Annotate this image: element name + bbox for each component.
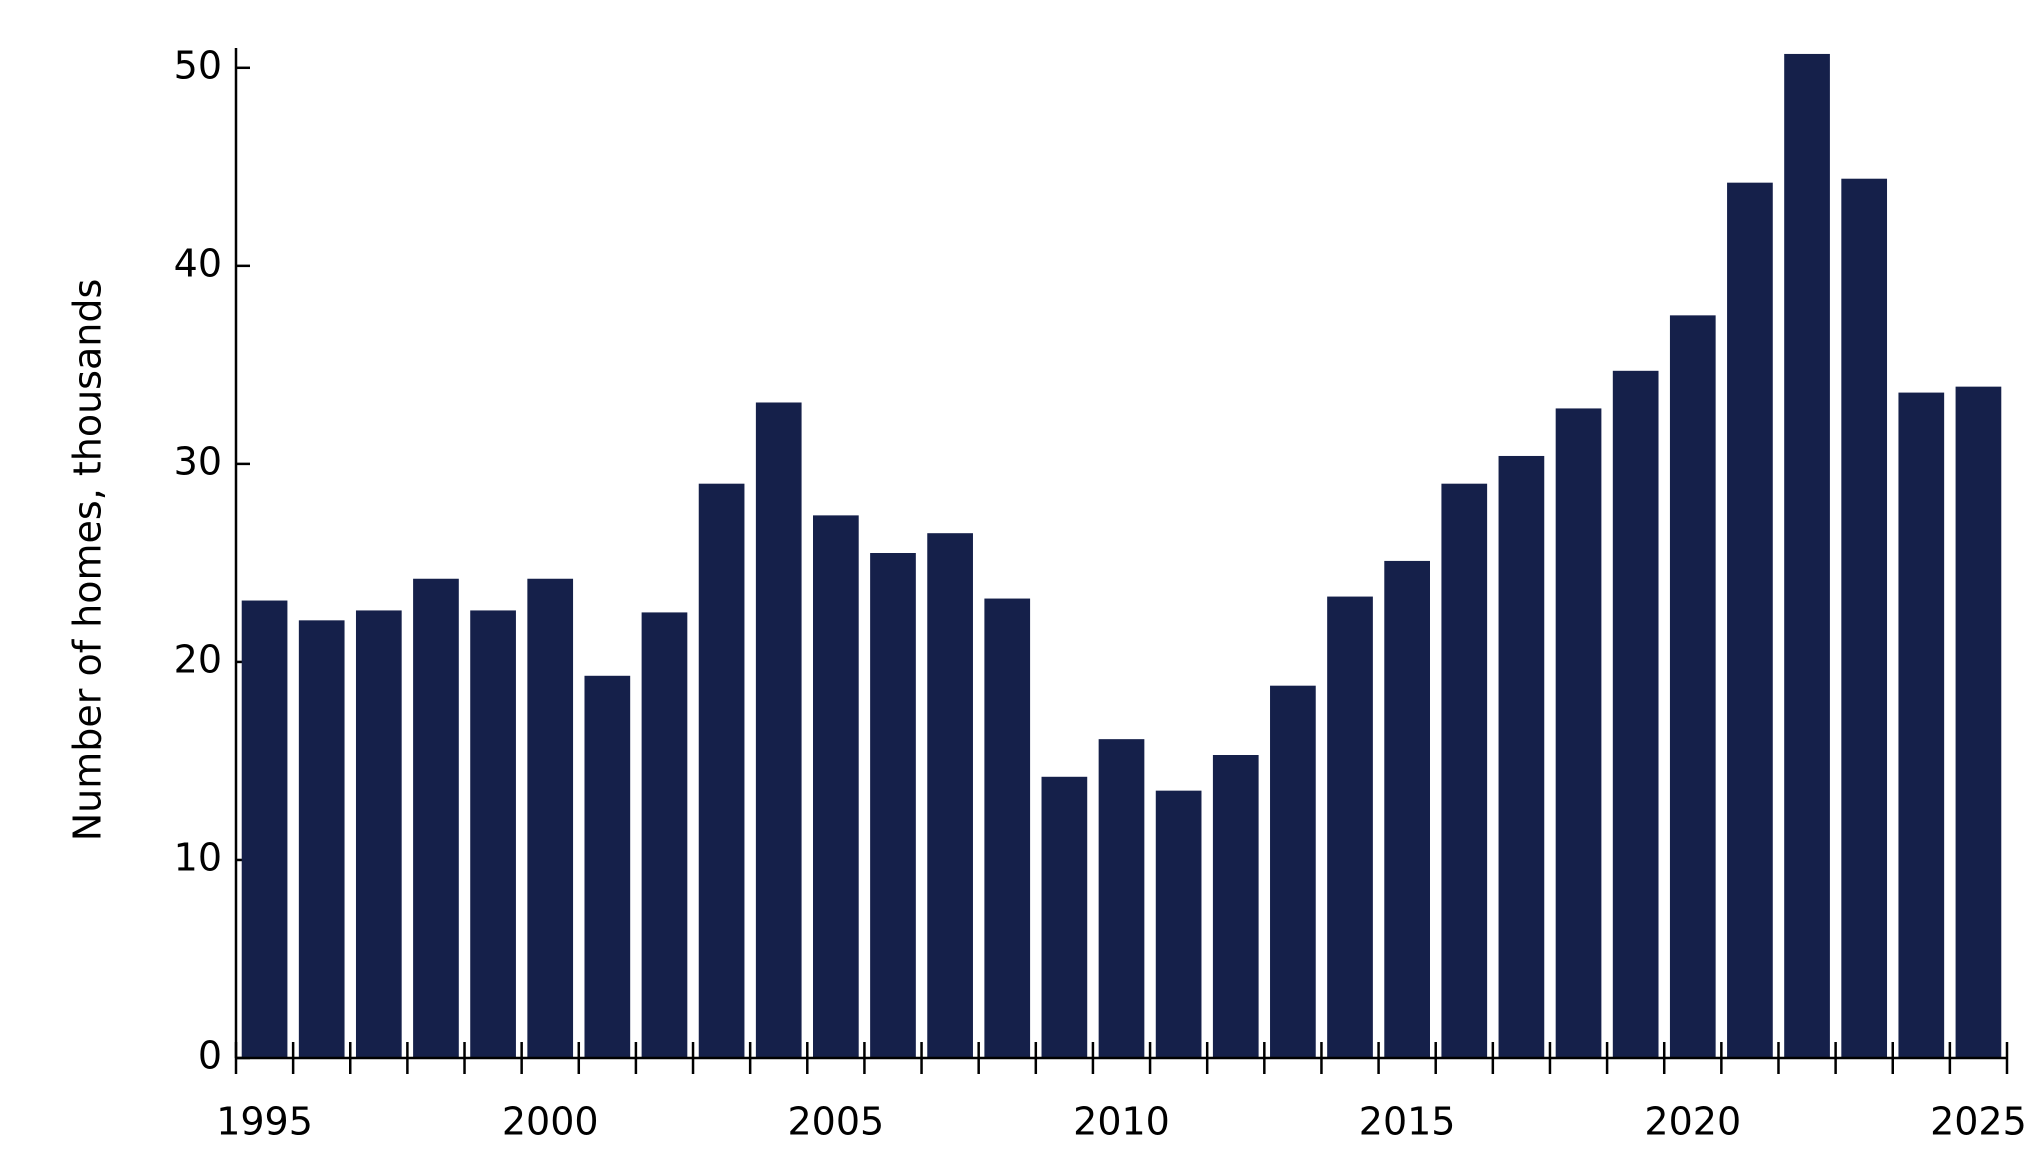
x-tick-label: 2005 [787, 1100, 884, 1144]
bar [298, 620, 345, 1058]
bar [1555, 408, 1602, 1058]
x-tick-label: 2015 [1359, 1100, 1456, 1144]
bar [755, 402, 802, 1058]
bar [241, 600, 288, 1058]
bar [1784, 53, 1830, 1059]
y-tick-label: 10 [174, 835, 222, 879]
bar [1327, 596, 1373, 1058]
bar [927, 533, 973, 1058]
y-tick-label: 50 [174, 43, 222, 87]
bar [870, 553, 916, 1058]
x-tick-label: 2025 [1930, 1100, 2027, 1144]
x-tick-label: 1995 [216, 1100, 313, 1144]
bar [1441, 483, 1488, 1058]
bar [984, 598, 1031, 1058]
y-tick-label: 30 [174, 439, 222, 483]
bar [1669, 315, 1716, 1059]
bar [1098, 739, 1145, 1058]
bar [1898, 392, 1945, 1058]
y-tick-label: 40 [174, 241, 222, 285]
bar [1498, 455, 1545, 1058]
bar [470, 610, 516, 1058]
x-tick-label: 2020 [1644, 1100, 1741, 1144]
y-tick-label: 0 [198, 1034, 222, 1078]
bar [641, 612, 688, 1058]
bar [1384, 560, 1430, 1058]
bar [355, 610, 402, 1058]
y-axis-title: Number of homes, thousands [66, 279, 110, 842]
x-tick-label: 2000 [502, 1100, 599, 1144]
bar [1841, 178, 1888, 1059]
bar [1727, 182, 1773, 1058]
bar [698, 483, 745, 1058]
bar [1612, 370, 1659, 1058]
bar [813, 515, 859, 1058]
bar [1155, 790, 1202, 1058]
bar [527, 578, 574, 1058]
bar [584, 675, 631, 1058]
x-tick-label: 2010 [1073, 1100, 1170, 1144]
bar [1955, 386, 2002, 1058]
bar [1270, 685, 1316, 1058]
bar [413, 578, 459, 1058]
bar [1212, 755, 1259, 1058]
bar [1041, 776, 1088, 1058]
y-tick-label: 20 [174, 637, 222, 681]
